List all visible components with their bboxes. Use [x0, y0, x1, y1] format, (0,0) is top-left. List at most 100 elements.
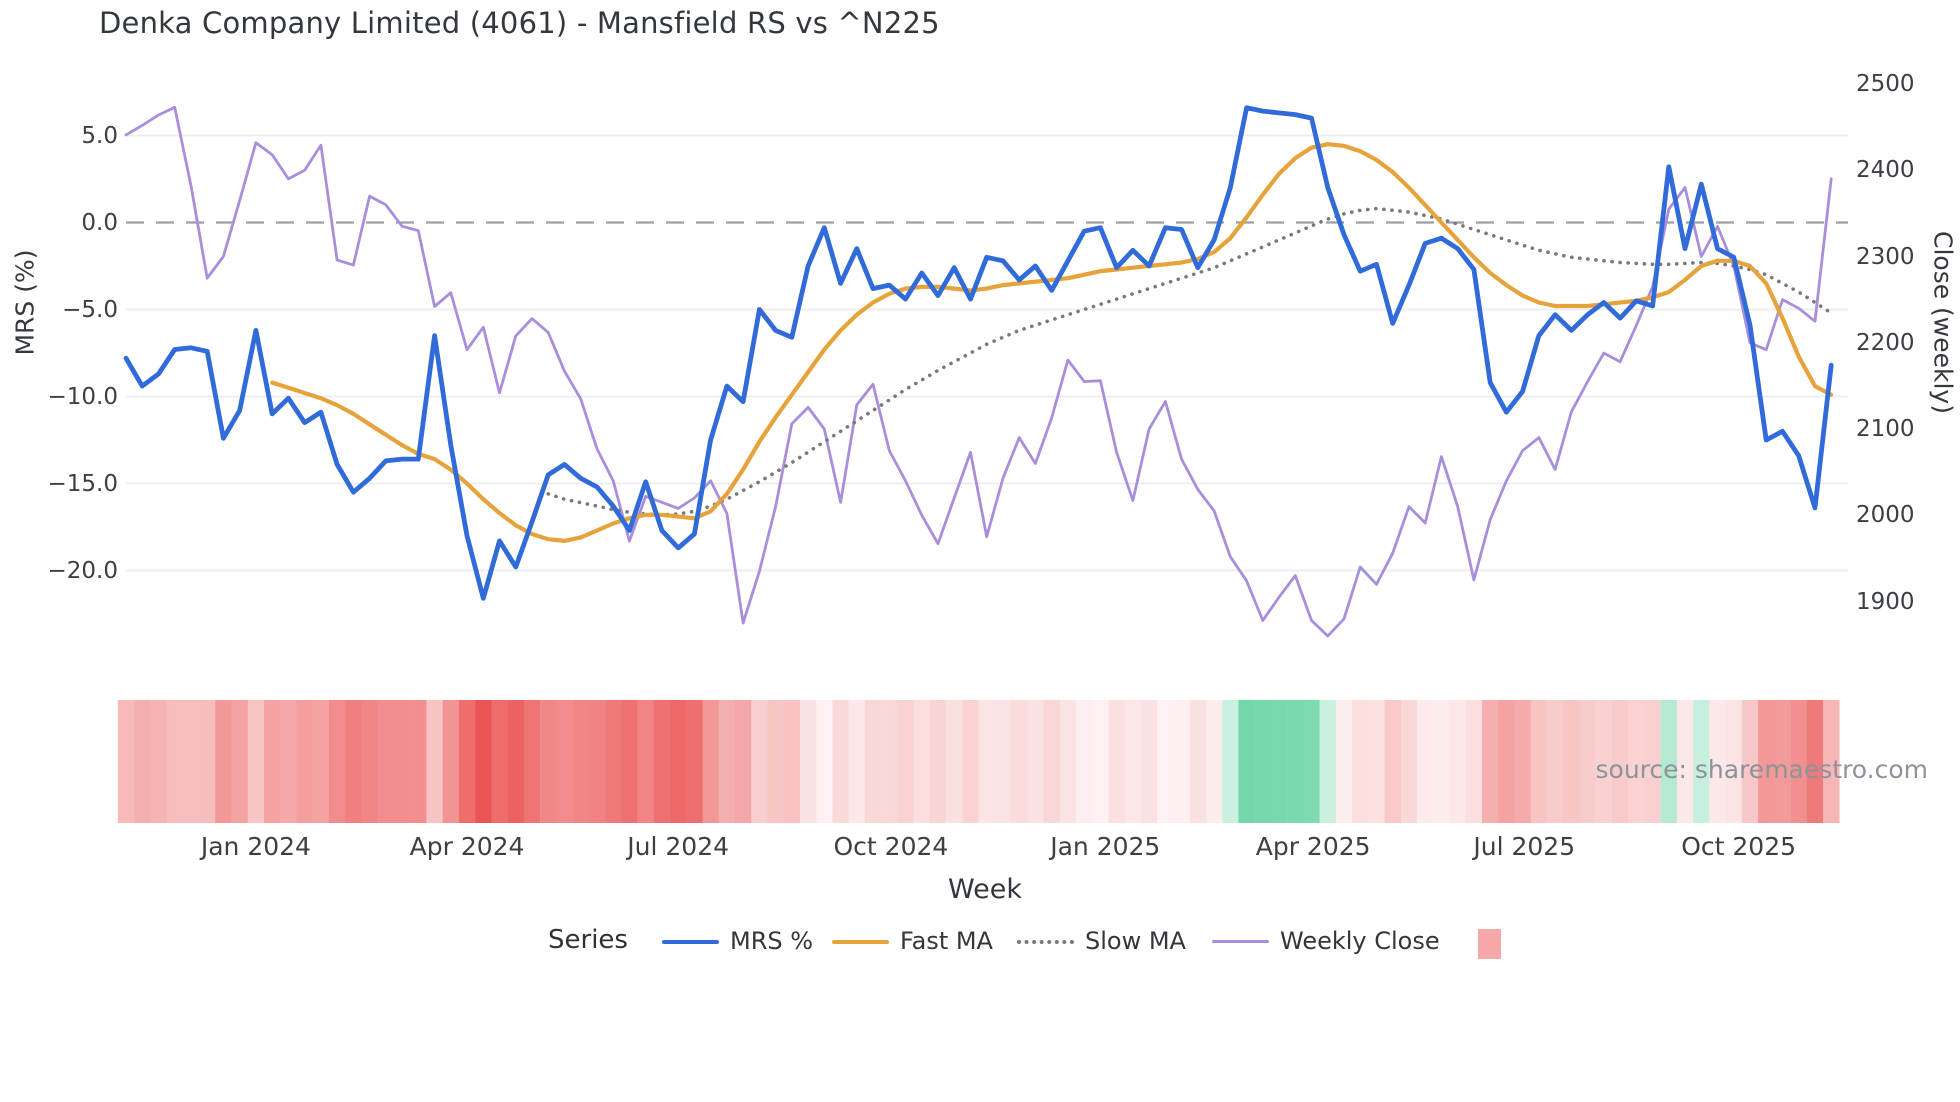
x-tick-label: Apr 2024 — [409, 832, 525, 861]
left-tick-label: −15.0 — [47, 470, 118, 497]
heatmap-cell — [1319, 700, 1337, 823]
x-tick-label: Jan 2024 — [200, 832, 311, 861]
heatmap-cell — [799, 700, 817, 823]
heatmap-cell — [442, 700, 460, 823]
heatmap-cell — [702, 700, 719, 823]
heatmap-cell — [1595, 700, 1613, 823]
right-tick-label: 1900 — [1856, 588, 1915, 615]
heatmap-cell — [329, 700, 346, 823]
heatmap-cell — [1368, 700, 1385, 823]
heatmap-cell — [1449, 700, 1467, 823]
heatmap-cell — [686, 700, 703, 823]
heatmap-cell — [1076, 700, 1093, 823]
heatmap-cell — [150, 700, 167, 823]
heatmap-cell — [1043, 700, 1061, 823]
legend-line-swatch — [1017, 940, 1074, 944]
heatmap-cell — [1108, 700, 1125, 823]
heatmap-cell — [507, 700, 525, 823]
heatmap-cell — [913, 700, 931, 823]
heatmap-cell — [361, 700, 378, 823]
heatmap-cell — [377, 700, 395, 823]
x-tick-label: Oct 2024 — [833, 832, 949, 861]
heatmap-cell — [1352, 700, 1369, 823]
heatmap-cell — [1514, 700, 1531, 823]
heatmap-cell — [410, 700, 427, 823]
heatmap-cell — [1563, 700, 1580, 823]
heatmap-cell — [1433, 700, 1450, 823]
heatmap-cell — [1628, 700, 1645, 823]
heatmap-cell — [1270, 700, 1288, 823]
left-tick-label: −10.0 — [47, 383, 118, 410]
legend-title: Series — [548, 925, 628, 955]
heatmap-cell — [1709, 700, 1726, 823]
heatmap-cell — [978, 700, 996, 823]
legend-item-label: Weekly Close — [1280, 927, 1440, 955]
right-tick-label: 2100 — [1856, 416, 1915, 442]
heatmap-cell — [588, 700, 606, 823]
heatmap-cell — [653, 700, 671, 823]
legend-item-label: Fast MA — [900, 927, 993, 955]
right-tick-label: 2500 — [1856, 71, 1915, 97]
heatmap-cell — [637, 700, 655, 823]
heatmap-cell — [572, 700, 590, 823]
right-tick-label: 2000 — [1856, 502, 1915, 529]
heatmap-cell — [832, 700, 849, 823]
heatmap-cell — [426, 700, 443, 823]
heatmap-cell — [1400, 700, 1418, 823]
heatmap-cell — [393, 700, 411, 823]
heatmap-cell — [735, 700, 752, 823]
left-tick-label: −5.0 — [62, 296, 118, 323]
right-tick-label: 2300 — [1856, 243, 1915, 270]
x-tick-label: Jul 2025 — [1473, 832, 1576, 861]
heatmap-legend-swatch — [1478, 929, 1501, 959]
heatmap-cell — [1660, 700, 1678, 823]
heatmap-cell — [848, 700, 866, 823]
legend: Series MRS % Fast MA Slow MA Weekly Close — [0, 922, 1960, 962]
right-tick-label: 2200 — [1856, 329, 1915, 356]
heatmap-cell — [1547, 700, 1564, 823]
heatmap-cell — [1189, 700, 1207, 823]
heatmap-cell — [1011, 700, 1028, 823]
heatmap-cell — [1530, 700, 1548, 823]
heatmap-cell — [962, 700, 979, 823]
heatmap-cell — [296, 700, 313, 823]
heatmap-cell — [1092, 700, 1109, 823]
heatmap-cell — [231, 700, 249, 823]
heatmap-cell — [540, 700, 557, 823]
x-tick-label: Oct 2025 — [1681, 832, 1797, 861]
heatmap-cell — [523, 700, 541, 823]
left-tick-label: −20.0 — [47, 557, 118, 584]
heatmap-cell — [994, 700, 1012, 823]
heatmap-cell — [929, 700, 947, 823]
heatmap-cell — [1173, 700, 1190, 823]
mrs-line — [123, 105, 1834, 601]
left-tick-label: 5.0 — [81, 122, 118, 149]
heatmap-cell — [264, 700, 281, 823]
heatmap-cell — [1465, 700, 1483, 823]
heatmap-cell — [881, 700, 898, 823]
heatmap-cell — [1611, 700, 1629, 823]
heatmap-cell — [1124, 700, 1142, 823]
heatmap-cell — [182, 700, 200, 823]
heatmap-cell — [280, 700, 297, 823]
right-tick-label: 2400 — [1856, 157, 1915, 184]
heatmap-cell — [1725, 700, 1743, 823]
x-tick-label: Apr 2025 — [1255, 832, 1371, 861]
heatmap-cell — [1693, 700, 1710, 823]
heatmap-cell — [1482, 700, 1499, 823]
heatmap-cell — [1384, 700, 1402, 823]
heatmap-cell — [134, 700, 151, 823]
heatmap-cell — [1676, 700, 1694, 823]
heatmap-cell — [1498, 700, 1515, 823]
heatmap-cell — [751, 700, 768, 823]
heatmap-cell — [345, 700, 362, 823]
heatmap-cell — [1254, 700, 1272, 823]
heatmap-cell — [215, 700, 232, 823]
heatmap-cell — [605, 700, 622, 823]
heatmap-cell — [1758, 700, 1775, 823]
heatmap-cell — [1579, 700, 1596, 823]
heatmap-cell — [1741, 700, 1759, 823]
heatmap-cell — [816, 700, 833, 823]
heatmap-cell — [556, 700, 573, 823]
